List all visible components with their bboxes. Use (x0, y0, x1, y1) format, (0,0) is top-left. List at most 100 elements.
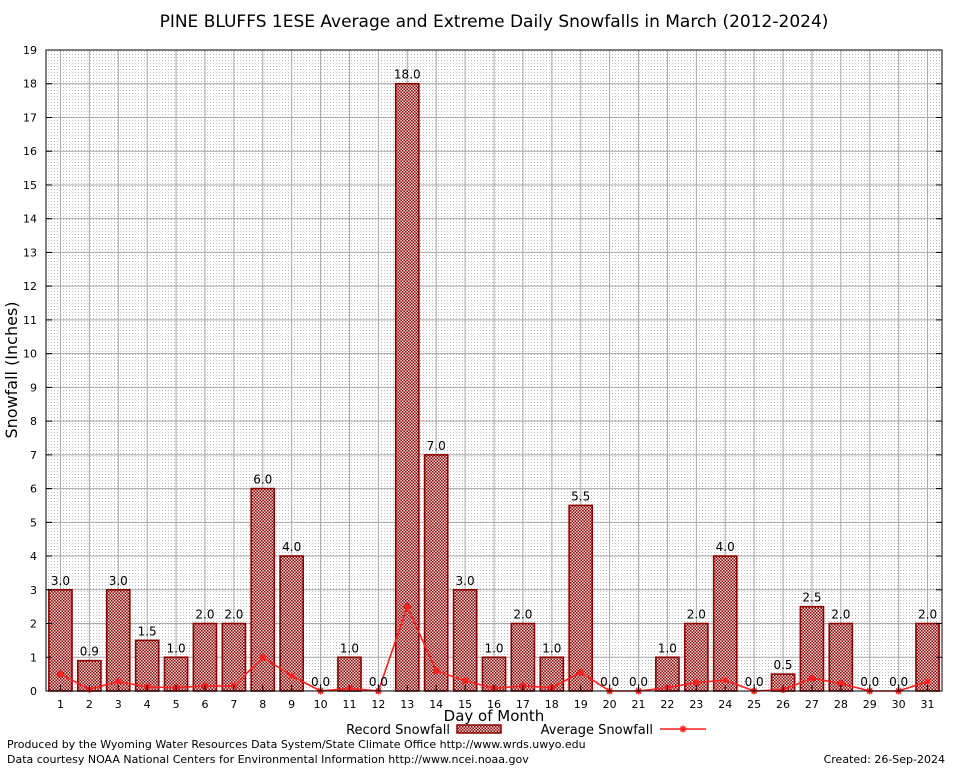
bar-label-day-11: 1.0 (340, 641, 359, 655)
bar-day-17 (510, 622, 536, 692)
bar-label-day-27: 2.5 (802, 591, 821, 605)
bar-value-labels: 3.0 0.9 3.0 1.5 1.0 2.0 2.0 6.0 4.0 0.0 1.0 0.0 18.0… (51, 68, 937, 689)
x-tick-label: 19 (574, 698, 588, 711)
bar-day-7 (221, 622, 247, 692)
y-tick-label: 5 (30, 516, 37, 529)
x-tick-label: 14 (429, 698, 443, 711)
bar-label-day-14: 7.0 (427, 439, 446, 453)
bar-label-day-8: 6.0 (253, 473, 272, 487)
bar-label-day-1: 3.0 (51, 574, 70, 588)
x-tick-label: 9 (288, 698, 295, 711)
bar-day-15 (452, 588, 478, 692)
bar-label-day-3: 3.0 (109, 574, 128, 588)
y-axis-label: Snowfall (Inches) (2, 301, 21, 438)
x-tick-label: 30 (892, 698, 906, 711)
bar-day-19 (568, 504, 594, 692)
bar-day-14 (423, 454, 449, 692)
y-tick-label: 17 (23, 111, 37, 124)
bar-label-day-31: 2.0 (918, 608, 937, 622)
bar-label-day-16: 1.0 (484, 641, 503, 655)
legend-swatch-record (456, 724, 502, 734)
bar-day-3 (105, 588, 131, 692)
chart-title: PINE BLUFFS 1ESE Average and Extreme Dai… (160, 12, 829, 32)
y-tick-label: 12 (23, 280, 37, 293)
x-tick-label: 6 (201, 698, 208, 711)
x-tick-label: 4 (144, 698, 151, 711)
y-tick-label: 0 (30, 685, 37, 698)
y-tick-label: 11 (23, 314, 37, 327)
x-tick-label: 13 (400, 698, 414, 711)
x-tick-label: 17 (516, 698, 530, 711)
x-tick-label: 27 (805, 698, 819, 711)
x-tick-label: 26 (776, 698, 790, 711)
average-point-day-8 (259, 653, 267, 661)
x-tick-label: 21 (632, 698, 646, 711)
credit-line-2: Data courtesy NOAA National Centers for … (7, 753, 529, 766)
y-tick-label: 1 (30, 651, 37, 664)
legend-label-average: Average Snowfall (541, 723, 653, 738)
bar-label-day-21: 0.0 (629, 675, 648, 689)
bar-label-day-2: 0.9 (80, 645, 99, 659)
x-tick-label: 8 (259, 698, 266, 711)
x-tick-label: 16 (487, 698, 501, 711)
y-tick-label: 3 (30, 584, 37, 597)
average-point-day-31 (924, 678, 932, 686)
x-tick-label: 24 (718, 698, 732, 711)
created-date: Created: 26-Sep-2024 (823, 753, 945, 766)
average-point-day-9 (288, 672, 296, 680)
x-tick-label: 23 (689, 698, 703, 711)
x-tick-label: 7 (230, 698, 237, 711)
legend-marker-average (679, 725, 687, 733)
x-tick-label: 20 (603, 698, 617, 711)
average-point-day-13 (403, 603, 411, 611)
y-tick-label: 7 (30, 449, 37, 462)
average-point-day-19 (577, 668, 585, 676)
bar-label-day-5: 1.0 (167, 641, 186, 655)
bar-label-day-18: 1.0 (542, 641, 561, 655)
bar-label-day-10: 0.0 (311, 675, 330, 689)
bar-label-day-26: 0.5 (773, 658, 792, 672)
average-point-day-1 (56, 670, 64, 678)
y-tick-label: 13 (23, 246, 37, 259)
bar-label-day-23: 2.0 (687, 608, 706, 622)
bar-label-day-19: 5.5 (571, 489, 590, 503)
y-tick-label: 4 (30, 550, 37, 563)
y-tick-label: 19 (23, 44, 37, 57)
bar-label-day-29: 0.0 (860, 675, 879, 689)
average-point-day-15 (461, 677, 469, 685)
legend-label-record: Record Snowfall (346, 723, 450, 738)
bar-day-6 (192, 622, 218, 692)
y-tick-label: 16 (23, 145, 37, 158)
record-bars (48, 82, 940, 692)
bar-label-day-25: 0.0 (745, 675, 764, 689)
bar-day-13 (394, 82, 420, 692)
legend: Record Snowfall Average Snowfall (346, 723, 706, 738)
bar-label-day-20: 0.0 (600, 675, 619, 689)
bar-label-day-24: 4.0 (716, 540, 735, 554)
bar-label-day-30: 0.0 (889, 675, 908, 689)
x-tick-label: 2 (86, 698, 93, 711)
bar-label-day-4: 1.5 (138, 624, 157, 638)
y-tick-label: 14 (23, 213, 37, 226)
x-tick-label: 5 (173, 698, 180, 711)
bar-label-day-6: 2.0 (195, 608, 214, 622)
bar-day-24 (712, 555, 738, 692)
y-tick-label: 8 (30, 415, 37, 428)
y-tick-label: 18 (23, 78, 37, 91)
y-tick-label: 9 (30, 381, 37, 394)
x-axis-ticks: 1 2 3 4 5 6 7 8 9 10 11 12 13 14 15 16 17 18 19 20 21 22 23 24 2… (57, 685, 935, 711)
x-tick-label: 28 (834, 698, 848, 711)
x-axis-label: Day of Month (444, 707, 545, 725)
y-tick-label: 6 (30, 483, 37, 496)
bar-label-day-12: 0.0 (369, 675, 388, 689)
x-tick-label: 10 (314, 698, 328, 711)
average-point-day-23 (692, 679, 700, 687)
y-tick-label: 10 (23, 348, 37, 361)
credit-line-1: Produced by the Wyoming Water Resources … (7, 738, 586, 751)
average-point-day-3 (114, 678, 122, 686)
x-tick-label: 22 (660, 698, 674, 711)
x-tick-label: 25 (747, 698, 761, 711)
x-tick-label: 11 (342, 698, 356, 711)
